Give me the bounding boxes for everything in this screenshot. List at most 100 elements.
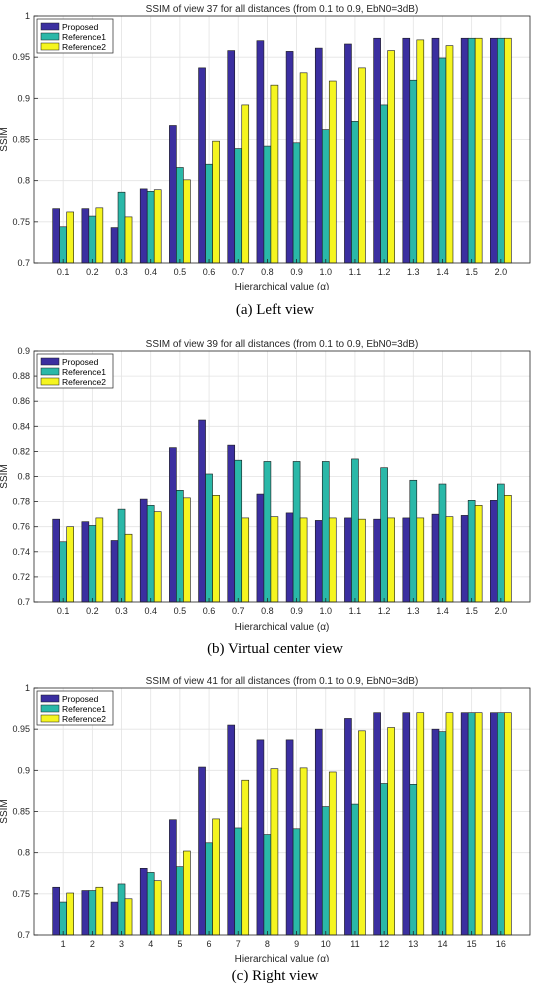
chart-title: SSIM of view 37 for all distances (from …	[146, 4, 419, 15]
bar-reference2-0.3	[124, 216, 133, 264]
bar-proposed-14	[431, 728, 440, 936]
bar-reference1-0.8	[263, 145, 272, 264]
y-tick-label: 0.7	[17, 258, 30, 268]
x-tick-label: 1.2	[378, 267, 391, 277]
legend-swatch-reference2	[40, 42, 60, 51]
bar-reference2-13	[416, 712, 425, 936]
y-tick-label: 0.85	[12, 135, 30, 145]
bar-reference1-1.3	[409, 479, 418, 603]
bar-reference1-1.4	[438, 483, 447, 603]
bar-reference2-1.3	[416, 517, 425, 603]
bar-proposed-6	[198, 766, 206, 936]
bar-proposed-1	[52, 886, 60, 936]
bar-proposed-0.6	[198, 419, 206, 603]
x-tick-label: 0.7	[232, 267, 245, 277]
bar-reference2-15	[474, 712, 483, 936]
x-tick-label: 1.1	[349, 267, 362, 277]
bar-proposed-2.0	[490, 37, 498, 264]
y-tick-label: 1	[25, 683, 30, 693]
bar-reference2-0.1	[66, 526, 74, 603]
x-tick-label: 12	[379, 939, 389, 949]
caption-center-view: (b) Virtual center view	[207, 641, 343, 657]
y-tick-label: 0.8	[17, 848, 30, 858]
bar-proposed-0.7	[227, 50, 236, 264]
bar-reference1-4	[146, 872, 155, 936]
bars	[52, 37, 512, 264]
y-tick-label: 0.7	[17, 597, 30, 607]
bar-proposed-0.8	[256, 493, 265, 603]
bar-reference2-4	[153, 880, 162, 936]
bar-reference2-8	[270, 768, 279, 936]
legend-label-reference1: Reference1	[62, 367, 106, 377]
bar-proposed-11	[344, 718, 352, 936]
x-tick-label: 0.6	[203, 267, 216, 277]
bar-proposed-0.5	[169, 125, 177, 264]
bar-proposed-3	[110, 901, 119, 936]
x-tick-label: 0.5	[174, 606, 187, 616]
bar-reference2-6	[212, 818, 220, 936]
legend-swatch-proposed	[40, 22, 60, 31]
y-tick-label: 0.72	[12, 572, 30, 582]
y-tick-label: 0.82	[12, 446, 30, 456]
bar-proposed-0.4	[139, 188, 148, 264]
x-tick-label: 8	[265, 939, 270, 949]
bar-reference2-1.4	[445, 45, 454, 264]
bar-reference1-7	[234, 827, 243, 936]
bar-reference1-1.4	[438, 57, 447, 264]
bar-proposed-8	[256, 739, 265, 936]
legend-label-proposed: Proposed	[62, 22, 99, 32]
bar-reference1-0.5	[176, 167, 184, 264]
chart-left-view: SSIM of view 37 for all distances (from …	[0, 4, 531, 290]
x-tick-label: 0.7	[232, 606, 245, 616]
bar-proposed-1.5	[460, 515, 469, 603]
y-tick-label: 0.86	[12, 396, 30, 406]
bar-reference1-1.2	[380, 104, 388, 264]
bar-reference2-0.8	[270, 516, 279, 603]
y-tick-label: 1	[25, 11, 30, 21]
bar-proposed-0.2	[81, 521, 90, 603]
bar-proposed-1.0	[314, 47, 323, 264]
bar-reference2-0.8	[270, 84, 279, 264]
bar-proposed-13	[402, 712, 411, 936]
caption-right-view: (c) Right view	[231, 968, 319, 984]
x-tick-label: 0.4	[144, 267, 157, 277]
caption-left-view: (a) Left view	[235, 302, 315, 318]
x-tick-label: 2	[90, 939, 95, 949]
bar-reference1-1.2	[380, 467, 388, 603]
bar-reference1-16	[497, 712, 505, 936]
y-axis-label: SSIM	[0, 464, 10, 488]
bar-proposed-10	[314, 728, 323, 936]
chart-center-view: SSIM of view 39 for all distances (from …	[0, 339, 531, 633]
bar-reference1-0.4	[146, 191, 155, 264]
bar-reference2-0.1	[66, 211, 74, 264]
x-tick-label: 7	[236, 939, 241, 949]
legend-swatch-reference2	[40, 714, 60, 723]
bar-reference2-0.6	[212, 495, 220, 603]
bar-reference1-2.0	[497, 37, 505, 264]
bar-reference2-0.4	[153, 189, 162, 264]
bar-proposed-0.1	[52, 208, 60, 264]
bar-reference1-0.2	[88, 525, 97, 603]
bar-reference2-1.0	[328, 80, 337, 264]
bar-proposed-1.3	[402, 517, 411, 603]
y-tick-label: 0.7	[17, 930, 30, 940]
bar-reference2-14	[445, 712, 454, 936]
legend-label-reference2: Reference2	[62, 714, 106, 724]
bar-reference2-5	[183, 850, 191, 936]
bar-reference2-1.3	[416, 39, 425, 264]
bar-reference1-0.6	[205, 473, 213, 603]
x-tick-label: 1.4	[436, 606, 449, 616]
bar-proposed-0.3	[110, 227, 119, 264]
bar-reference2-1	[66, 892, 74, 936]
bar-reference2-0.5	[183, 179, 191, 264]
x-tick-label: 13	[408, 939, 418, 949]
x-tick-label: 16	[496, 939, 506, 949]
bar-reference2-1.2	[387, 50, 395, 264]
x-tick-label: 0.9	[290, 606, 303, 616]
bar-reference1-11	[351, 803, 359, 936]
bar-reference1-0.9	[292, 142, 301, 264]
bar-proposed-0.9	[285, 51, 294, 264]
y-axis-label: SSIM	[0, 127, 10, 151]
legend-label-reference1: Reference1	[62, 704, 106, 714]
